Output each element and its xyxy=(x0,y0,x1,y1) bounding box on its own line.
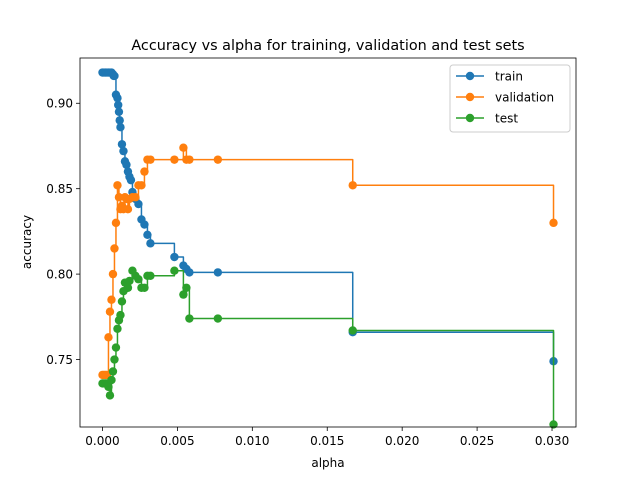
data-point-validation xyxy=(348,181,357,190)
y-tick-label: 0.85 xyxy=(46,182,73,196)
data-point-train xyxy=(113,93,122,103)
data-point-validation xyxy=(111,218,121,228)
data-point-test xyxy=(213,314,223,323)
data-point-train xyxy=(117,140,127,149)
series-train xyxy=(98,68,558,366)
data-point-validation xyxy=(114,193,124,202)
data-point-test xyxy=(140,283,149,292)
data-point-test xyxy=(116,310,125,320)
series-test xyxy=(98,266,558,429)
data-point-validation xyxy=(107,295,116,304)
data-point-train xyxy=(110,71,119,81)
data-point-validation xyxy=(104,333,113,342)
data-point-validation xyxy=(105,307,115,316)
data-point-train xyxy=(140,220,149,229)
data-point-test xyxy=(348,326,357,335)
data-point-validation xyxy=(113,181,122,190)
data-point-test xyxy=(104,382,113,392)
data-point-test xyxy=(117,297,127,306)
data-point-test xyxy=(108,367,118,376)
data-point-train xyxy=(170,252,179,262)
x-axis: 0.000 0.005 0.010 0.015 0.020 0.025 0.030 xyxy=(85,427,569,448)
data-point-test xyxy=(111,343,121,352)
data-point-validation xyxy=(137,181,146,190)
legend-marker-validation xyxy=(465,92,475,102)
legend-label-train: train xyxy=(495,69,523,83)
legend-label-validation: validation xyxy=(495,90,554,104)
legend-marker-train xyxy=(465,71,475,81)
x-axis-label: alpha xyxy=(311,456,344,470)
axes-frame xyxy=(79,57,577,428)
series-validation xyxy=(98,143,558,380)
data-point-validation xyxy=(179,143,188,152)
data-point-validation xyxy=(131,193,140,202)
data-point-validation xyxy=(170,155,179,164)
data-point-validation xyxy=(110,244,119,253)
data-point-test xyxy=(179,290,188,299)
plot-area xyxy=(79,57,577,429)
data-point-test xyxy=(123,283,133,292)
data-point-test xyxy=(110,355,119,364)
data-point-train xyxy=(122,160,131,169)
chart-title: Accuracy vs alpha for training, validati… xyxy=(131,38,524,54)
series-layer xyxy=(98,68,558,429)
data-point-train xyxy=(114,107,124,117)
data-point-train xyxy=(134,199,143,209)
data-point-validation xyxy=(549,218,558,228)
data-point-test xyxy=(105,391,115,400)
data-point-train xyxy=(116,122,125,132)
x-tick-label: 0.025 xyxy=(460,434,494,448)
x-tick-label: 0.020 xyxy=(385,434,419,448)
data-point-train xyxy=(213,268,223,277)
x-tick-label: 0.005 xyxy=(160,434,194,448)
data-point-test xyxy=(182,283,191,292)
legend: train validation test xyxy=(449,64,571,133)
data-point-train xyxy=(146,239,155,248)
legend-label-test: test xyxy=(495,111,518,125)
data-point-test xyxy=(113,324,122,333)
data-point-test xyxy=(125,276,134,286)
x-tick-label: 0.030 xyxy=(535,434,569,448)
x-tick-label: 0.000 xyxy=(85,434,119,448)
data-point-validation xyxy=(213,155,223,164)
y-tick-label: 0.90 xyxy=(46,97,73,111)
data-point-test xyxy=(107,375,116,385)
y-tick-label: 0.80 xyxy=(46,267,73,281)
data-point-test xyxy=(170,266,179,275)
data-point-train xyxy=(143,230,152,240)
data-point-test xyxy=(549,420,558,429)
data-point-train xyxy=(119,146,128,156)
data-point-train xyxy=(185,268,194,277)
data-point-validation xyxy=(108,269,118,279)
x-tick-label: 0.010 xyxy=(235,434,269,448)
data-point-validation xyxy=(123,204,133,214)
data-point-validation xyxy=(140,167,149,176)
data-point-test xyxy=(146,271,155,281)
data-point-train xyxy=(115,116,124,125)
data-point-validation xyxy=(146,155,155,164)
data-point-test xyxy=(134,275,143,284)
y-axis: 0.75 0.80 0.85 0.90 xyxy=(46,97,80,367)
x-tick-label: 0.015 xyxy=(310,434,344,448)
y-axis-label: accuracy xyxy=(20,215,34,269)
data-point-train xyxy=(126,175,136,185)
y-tick-label: 0.75 xyxy=(46,353,73,367)
legend-marker-test xyxy=(465,113,475,123)
data-point-validation xyxy=(185,155,194,164)
data-point-test xyxy=(185,314,194,323)
data-point-train xyxy=(114,100,123,110)
legend-box xyxy=(449,64,571,133)
